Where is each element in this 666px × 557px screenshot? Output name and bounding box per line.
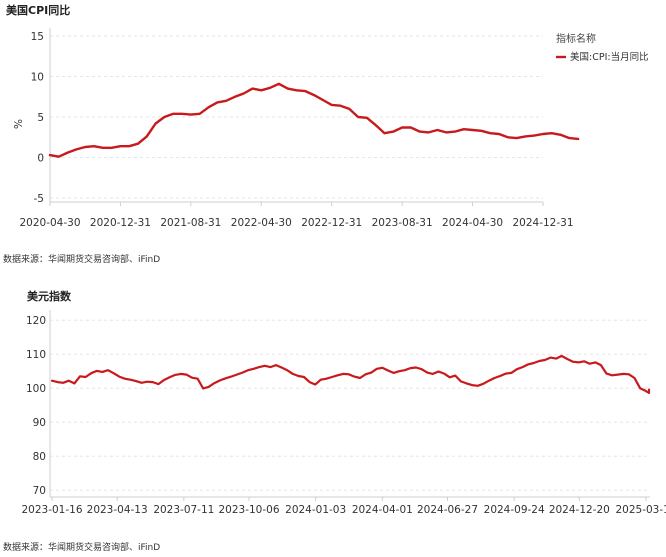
- chart2-x-tick-label: 2024-04-01: [352, 504, 413, 516]
- chart2-x-tick-label: 2024-12-20: [549, 504, 610, 516]
- chart1-x-tick-label: 2023-08-31: [372, 217, 433, 229]
- chart1-x-tick-label: 2022-04-30: [231, 217, 292, 229]
- chart1-y-tick-label: 5: [37, 112, 44, 124]
- chart1-y-tick-label: 10: [31, 72, 44, 84]
- chart2-x-tick-label: 2023-04-13: [87, 504, 148, 516]
- chart2-source: 数据来源：华闻期货交易咨询部、iFinD: [3, 543, 161, 553]
- chart2-y-tick-label: 70: [33, 485, 46, 497]
- chart2-y-tick-label: 100: [26, 383, 46, 395]
- chart2-y-tick-label: 80: [33, 451, 46, 463]
- chart2-x-tick-label: 2024-09-24: [484, 504, 545, 516]
- chart1-y-tick-label: 0: [37, 153, 44, 165]
- chart2-x-tick-label: 2024-06-27: [417, 504, 478, 516]
- chart2-y-tick-label: 110: [26, 349, 46, 361]
- chart1-x-tick-label: 2020-04-30: [19, 217, 80, 229]
- chart2-y-tick-label: 90: [33, 417, 46, 429]
- chart1-title: 美国CPI同比: [6, 4, 71, 17]
- chart1-x-tick-label: 2022-12-31: [301, 217, 362, 229]
- chart2-x-tick-label: 2025-03-19: [615, 504, 666, 516]
- chart1-y-axis-label: %: [13, 119, 25, 129]
- chart1-series-line: [48, 82, 580, 158]
- chart2-title: 美元指数: [27, 290, 71, 303]
- legend-item-cpi[interactable]: 美国:CPI:当月同比: [570, 51, 649, 63]
- chart2-y-tick-label: 120: [26, 315, 46, 327]
- chart1-x-tick-label: 2024-04-30: [442, 217, 503, 229]
- chart2-x-tick-label: 2023-10-06: [218, 504, 279, 516]
- chart2-x-tick-label: 2023-07-11: [153, 504, 214, 516]
- chart1-y-tick-label: 15: [31, 31, 44, 43]
- chart1-x-tick-label: 2024-12-31: [512, 217, 573, 229]
- chart2-x-tick-label: 2024-01-03: [285, 504, 346, 516]
- chart1-x-tick-label: 2020-12-31: [90, 217, 151, 229]
- chart1-y-tick-label: -5: [34, 193, 44, 205]
- legend-title: 指标名称: [556, 32, 596, 45]
- chart2-x-tick-label: 2023-01-16: [21, 504, 82, 516]
- chart1-plot: 15 10 5 0 -5 2020-04-30 2020-12-31 2021-08-31 2…: [13, 28, 649, 229]
- chart2-series-line: [50, 354, 651, 395]
- chart1-source: 数据来源：华闻期货交易咨询部、iFinD: [3, 255, 161, 265]
- chart1-x-tick-label: 2021-08-31: [160, 217, 221, 229]
